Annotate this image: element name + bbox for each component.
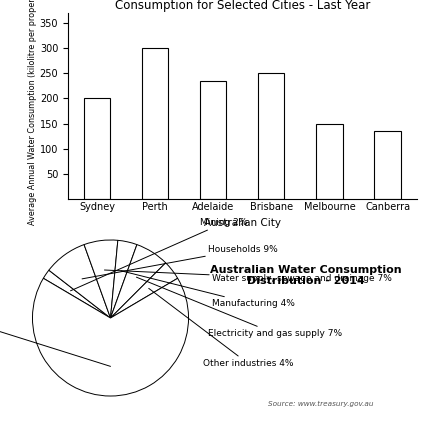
Text: Electricity and gas supply 7%: Electricity and gas supply 7% [136, 277, 342, 338]
Bar [374, 131, 401, 199]
X-axis label: Australian City: Australian City [204, 218, 281, 228]
Wedge shape [110, 245, 166, 318]
Title: Average Australian Annual Residential Water
Consumption for Selected Cities - La: Average Australian Annual Residential Wa… [110, 0, 375, 11]
Text: Mining 2%: Mining 2% [71, 218, 248, 291]
Text: Households 9%: Households 9% [82, 245, 278, 279]
Wedge shape [84, 240, 118, 318]
Bar [316, 124, 343, 199]
Wedge shape [49, 245, 110, 318]
Bar [200, 81, 226, 199]
Wedge shape [43, 270, 110, 318]
Wedge shape [32, 278, 189, 396]
Text: Other industries 4%: Other industries 4% [149, 288, 293, 368]
Text: Manufacturing 4%: Manufacturing 4% [121, 271, 295, 308]
Bar [84, 98, 110, 199]
Bar [258, 73, 284, 199]
Text: Source: www.treasury.gov.au: Source: www.treasury.gov.au [269, 401, 374, 407]
Wedge shape [110, 263, 178, 318]
Text: Australian Water Consumption
Distribution - 2014: Australian Water Consumption Distributio… [210, 265, 402, 286]
Text: Water supply, sewage and drainage 7%: Water supply, sewage and drainage 7% [105, 270, 392, 284]
Bar [142, 48, 168, 199]
Text: Agriculture
67%: Agriculture 67% [0, 308, 110, 366]
Wedge shape [110, 240, 137, 318]
Y-axis label: Average Annual Water Consumption (kilolitre per property): Average Annual Water Consumption (kiloli… [28, 0, 37, 225]
